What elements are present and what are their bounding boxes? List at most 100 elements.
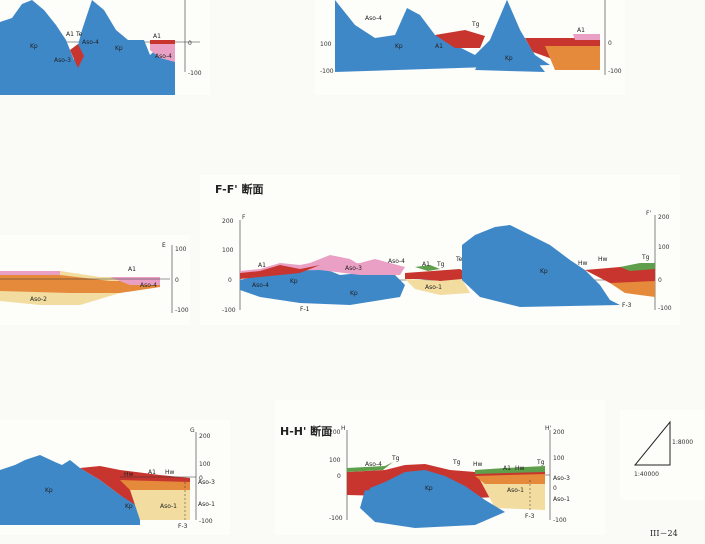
- tick-label: -100: [199, 518, 213, 525]
- label: Aso-3: [553, 475, 570, 482]
- section-title: H-H' 断面: [280, 424, 332, 438]
- tick-label: -100: [175, 307, 189, 314]
- cross-section-mid-left: A1 Aso-4 Aso-2 E 100 0 -100: [0, 242, 189, 314]
- label: Kp: [290, 278, 298, 285]
- tick-label: 0: [553, 485, 557, 492]
- section-panel-top-right: Aso-4 Kp A1 Tg Kp A1 100 0 -100 -100: [315, 0, 625, 95]
- label: Aso-3: [54, 57, 71, 64]
- scale-horizontal: 1:40000: [634, 471, 659, 478]
- label: F-3: [525, 513, 535, 520]
- page-number: III－24: [650, 529, 678, 538]
- tick-label: 100: [329, 457, 341, 464]
- label: Kp: [30, 43, 38, 50]
- tick-label: 200: [658, 214, 670, 221]
- label: Aso-4: [155, 53, 172, 60]
- tick-label: -100: [188, 70, 202, 77]
- label: Tg: [471, 21, 480, 28]
- label: Te: [75, 31, 83, 38]
- label: Kp: [350, 290, 358, 297]
- label: Aso-1: [507, 487, 524, 494]
- cross-section-f: F-F' 断面 F F' A1 Aso-4 Kp Aso-3 Kp Aso-4 …: [215, 182, 672, 314]
- tick-label: 100: [199, 461, 211, 468]
- axis-letter: F: [242, 214, 246, 221]
- label: A1: [148, 469, 156, 476]
- tick-label: 100: [320, 41, 332, 48]
- label: Kp: [505, 55, 513, 62]
- tick-label: 0: [608, 40, 612, 47]
- label: Aso-2: [30, 296, 47, 303]
- section-panel-f: F-F' 断面 F F' A1 Aso-4 Kp Aso-3 Kp Aso-4 …: [200, 175, 680, 325]
- section-panel-h: H-H' 断面 H H' Aso-4 Tg Kp Tg Hw A1 Hw Tg …: [275, 400, 605, 535]
- scale-diagram: 1:8000 1:40000: [633, 420, 693, 478]
- cross-section-bottom-left: Kp Kp Hw A1 Hw Aso-3 Aso-1 Aso-1 F-3 G 2…: [0, 427, 215, 530]
- label: F-3: [622, 302, 632, 309]
- label: Tg: [641, 254, 650, 261]
- label: Aso-3: [198, 479, 215, 486]
- tick-label: 0: [337, 473, 341, 480]
- axis-letter: H: [341, 425, 346, 432]
- label: Tg: [391, 455, 400, 462]
- tick-label: 200: [329, 429, 341, 436]
- label: Aso-4: [388, 258, 405, 265]
- tick-label: -100: [329, 515, 343, 522]
- label: Aso-1: [425, 284, 442, 291]
- label: Kp: [425, 485, 433, 492]
- cross-section-h: H-H' 断面 H H' Aso-4 Tg Kp Tg Hw A1 Hw Tg …: [280, 424, 570, 528]
- label: Aso-4: [82, 39, 99, 46]
- label: F-1: [300, 306, 310, 313]
- label: Aso-1: [160, 503, 177, 510]
- label: E: [162, 242, 166, 249]
- axis-letter: H': [545, 425, 552, 432]
- label: A1: [128, 266, 136, 273]
- scale-vertical: 1:8000: [672, 439, 693, 446]
- label: Aso-1: [553, 496, 570, 503]
- axis-letter: F': [646, 210, 651, 217]
- tick-label: -100: [320, 68, 334, 75]
- label: Hw: [165, 469, 175, 476]
- tick-label: 200: [199, 433, 211, 440]
- axis-letter: G: [190, 427, 195, 434]
- label: Kp: [45, 487, 53, 494]
- label: Hw: [473, 461, 483, 468]
- section-panel-top-left: Kp Kp Aso-4 Aso-3 A1 Te A1 Aso-4 0 -100: [0, 0, 210, 95]
- tick-label: 0: [175, 277, 179, 284]
- tick-label: 0: [188, 40, 192, 47]
- label: A1: [577, 27, 585, 34]
- cross-section-top-right: Aso-4 Kp A1 Tg Kp A1 100 0 -100 -100: [320, 0, 622, 75]
- tick-label: 0: [199, 475, 203, 482]
- tick-label: 200: [553, 429, 565, 436]
- label: Kp: [540, 268, 548, 275]
- tick-label: 100: [222, 247, 234, 254]
- section-panel-mid-left: A1 Aso-4 Aso-2 E 100 0 -100: [0, 235, 190, 325]
- label: F-3: [178, 523, 188, 530]
- label: Aso-1: [198, 501, 215, 508]
- label: Aso-4: [252, 282, 269, 289]
- label: Aso-4: [365, 15, 382, 22]
- label: Hw: [598, 256, 608, 263]
- tick-label: 0: [658, 277, 662, 284]
- cross-section-top-left: Kp Kp Aso-4 Aso-3 A1 Te A1 Aso-4 0 -100: [0, 0, 202, 95]
- label: A1: [153, 33, 161, 40]
- tick-label: 100: [658, 244, 670, 251]
- label: Kp: [125, 503, 133, 510]
- tick-label: 0: [228, 277, 232, 284]
- label: Aso-3: [345, 265, 362, 272]
- label: Te: [455, 256, 463, 263]
- label: Hw: [515, 465, 525, 472]
- label: Aso-4: [140, 282, 157, 289]
- label: A1: [258, 262, 266, 269]
- label: A1: [422, 261, 430, 268]
- tick-label: 200: [222, 218, 234, 225]
- label: Tg: [452, 459, 461, 466]
- label: Kp: [115, 45, 123, 52]
- tick-label: -100: [553, 517, 567, 524]
- label: Tg: [536, 459, 545, 466]
- section-panel-bottom-left: Kp Kp Hw A1 Hw Aso-3 Aso-1 Aso-1 F-3 G 2…: [0, 420, 230, 535]
- tick-label: -100: [658, 305, 672, 312]
- section-title: F-F' 断面: [215, 182, 263, 196]
- tick-label: -100: [222, 307, 236, 314]
- tick-label: -100: [608, 68, 622, 75]
- label: A1: [503, 465, 511, 472]
- label: Hw: [124, 471, 134, 478]
- label: Kp: [395, 43, 403, 50]
